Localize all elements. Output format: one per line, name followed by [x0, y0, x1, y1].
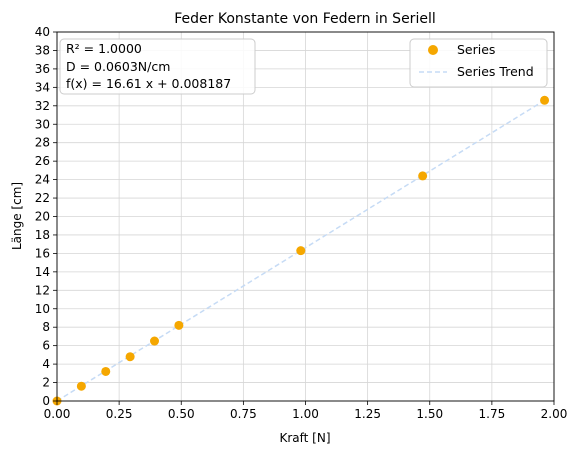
spring-constant-text: D = 0.0603N/cm — [66, 59, 170, 74]
y-tick-label: 24 — [35, 173, 50, 187]
annotation-box: R² = 1.0000 D = 0.0603N/cm f(x) = 16.61 … — [59, 38, 256, 95]
data-point — [150, 336, 160, 346]
data-point — [101, 366, 111, 376]
x-tick-label: 1.25 — [354, 407, 381, 421]
chart-title: Feder Konstante von Federn in Seriell — [174, 11, 435, 27]
x-tick-label: 0.00 — [44, 407, 71, 421]
x-tick-label: 1.00 — [292, 407, 319, 421]
legend-label-series: Series — [457, 42, 495, 57]
x-tick-label: 0.75 — [230, 407, 257, 421]
r-squared-text: R² = 1.0000 — [66, 41, 142, 56]
y-tick-label: 2 — [42, 376, 50, 390]
x-tick-label: 0.50 — [168, 407, 195, 421]
y-tick-label: 36 — [35, 62, 50, 76]
y-tick-label: 8 — [42, 320, 50, 334]
y-tick-label: 30 — [35, 117, 50, 131]
x-tick-label: 2.00 — [541, 407, 568, 421]
y-tick-label: 28 — [35, 136, 50, 150]
y-tick-label: 4 — [42, 357, 50, 371]
y-tick-label: 20 — [35, 210, 50, 224]
data-point — [76, 381, 86, 391]
data-point — [540, 95, 550, 105]
y-tick-label: 18 — [35, 228, 50, 242]
x-axis-title: Kraft [N] — [279, 431, 330, 445]
y-tick-label: 6 — [42, 339, 50, 353]
y-tick-label: 14 — [35, 265, 50, 279]
x-tick-label: 1.75 — [479, 407, 506, 421]
data-point — [174, 320, 184, 330]
legend: Series Series Trend — [409, 38, 548, 88]
y-tick-label: 22 — [35, 191, 50, 205]
x-tick-label: 1.50 — [416, 407, 443, 421]
y-tick-label: 34 — [35, 80, 50, 94]
data-point — [125, 352, 135, 362]
y-tick-label: 0 — [42, 394, 50, 408]
x-tick-label: 0.25 — [106, 407, 133, 421]
data-point — [418, 171, 428, 181]
y-axis-title: Länge [cm] — [10, 182, 24, 250]
y-tick-label: 32 — [35, 99, 50, 113]
plot-series — [52, 95, 550, 406]
regression-equation-text: f(x) = 16.61 x + 0.008187 — [66, 76, 231, 91]
y-tick-label: 10 — [35, 302, 50, 316]
legend-marker-series — [428, 45, 438, 55]
ticks: 0.00 0.25 0.50 0.75 1.00 1.25 1.50 1.75 2.000246… — [35, 25, 568, 421]
data-point — [296, 246, 306, 256]
y-tick-label: 12 — [35, 283, 50, 297]
y-tick-label: 16 — [35, 246, 50, 260]
y-tick-label: 38 — [35, 43, 50, 57]
y-tick-label: 26 — [35, 154, 50, 168]
y-tick-label: 40 — [35, 25, 50, 39]
legend-label-series-trend: Series Trend — [457, 64, 534, 79]
